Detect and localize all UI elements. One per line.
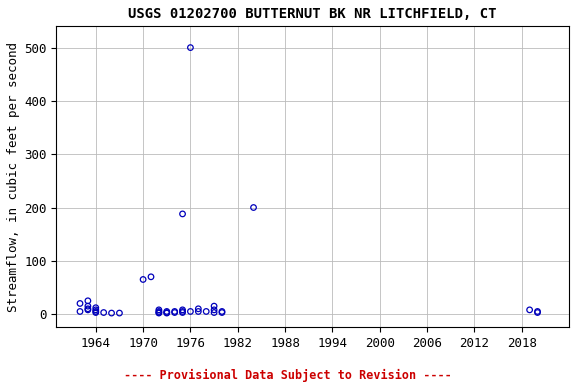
Point <box>162 308 172 314</box>
Point <box>162 310 172 316</box>
Point <box>107 310 116 316</box>
Point <box>154 308 164 314</box>
Point <box>210 310 219 316</box>
Point <box>202 308 211 314</box>
Title: USGS 01202700 BUTTERNUT BK NR LITCHFIELD, CT: USGS 01202700 BUTTERNUT BK NR LITCHFIELD… <box>128 7 497 21</box>
Point <box>217 308 226 314</box>
Point <box>178 308 187 314</box>
Point <box>138 276 147 283</box>
Point <box>533 308 542 314</box>
Point <box>249 204 258 210</box>
Point <box>99 310 108 316</box>
Point <box>84 298 93 304</box>
Point <box>533 310 542 316</box>
Point <box>194 306 203 312</box>
Point <box>146 274 156 280</box>
Point <box>162 310 172 316</box>
Point <box>154 310 164 316</box>
Point <box>154 310 164 316</box>
Point <box>217 310 226 316</box>
Point <box>178 211 187 217</box>
Point <box>84 307 93 313</box>
Point <box>186 45 195 51</box>
Point <box>84 306 93 312</box>
Point <box>91 307 100 313</box>
Point <box>84 303 93 309</box>
Point <box>170 308 179 314</box>
Point <box>91 308 100 314</box>
Point <box>75 300 85 306</box>
Point <box>170 310 179 316</box>
Point <box>210 303 219 309</box>
Point <box>75 308 85 314</box>
Point <box>186 308 195 314</box>
Point <box>154 307 164 313</box>
Point <box>115 310 124 316</box>
Point <box>210 307 219 313</box>
Point <box>194 308 203 314</box>
Point <box>91 310 100 316</box>
Point <box>178 310 187 316</box>
Text: ---- Provisional Data Subject to Revision ----: ---- Provisional Data Subject to Revisio… <box>124 369 452 382</box>
Point <box>91 305 100 311</box>
Point <box>178 307 187 313</box>
Point <box>525 307 534 313</box>
Y-axis label: Streamflow, in cubic feet per second: Streamflow, in cubic feet per second <box>7 42 20 312</box>
